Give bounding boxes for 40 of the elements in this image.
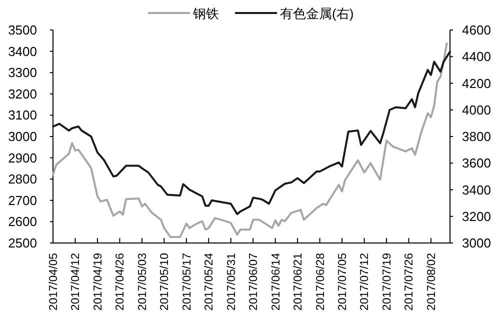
- y-tick-label: 2900: [8, 150, 37, 166]
- y-tick-label: 3000: [8, 129, 37, 144]
- y-tick-label: 3200: [8, 86, 37, 102]
- y2-tick-label: 4600: [462, 22, 491, 38]
- x-tick-label: 2017/08/02: [426, 253, 438, 311]
- y-tick-label: 3100: [8, 108, 37, 123]
- y2-tick-label: 4200: [462, 76, 491, 91]
- x-tick-label: 2017/05/17: [181, 253, 194, 311]
- x-tick-label: 2017/05/10: [159, 253, 172, 311]
- x-tick-label: 2017/05/03: [136, 253, 149, 311]
- y2-tick-label: 3400: [462, 182, 491, 198]
- x-tick-label: 2017/06/14: [270, 252, 282, 311]
- y-tick-label: 3400: [8, 44, 37, 59]
- x-tick-label: 2017/07/19: [381, 253, 394, 311]
- y-tick-label: 2600: [8, 214, 37, 230]
- legend-label: 钢铁: [192, 6, 219, 21]
- y-tick-label: 2500: [8, 236, 37, 250]
- y-tick-label: 3300: [8, 65, 37, 80]
- y2-tick-label: 4000: [462, 102, 491, 118]
- x-tick-label: 2017/05/31: [226, 253, 238, 311]
- x-tick-label: 2017/04/12: [70, 253, 82, 311]
- x-tick-label: 2017/07/26: [404, 253, 416, 311]
- x-tick-label: 2017/04/05: [48, 253, 60, 311]
- x-tick-label: 2017/05/24: [204, 252, 216, 311]
- legend-label: 有色金属(右): [280, 6, 354, 21]
- y2-tick-label: 3200: [462, 208, 491, 224]
- y2-tick-label: 3800: [462, 129, 491, 144]
- x-tick-label: 2017/07/12: [359, 253, 372, 311]
- y-tick-label: 3500: [8, 22, 37, 38]
- x-tick-label: 2017/04/19: [92, 253, 104, 311]
- x-tick-label: 2017/06/28: [314, 253, 327, 311]
- x-tick-label: 2017/04/26: [114, 253, 127, 311]
- x-tick-label: 2017/07/05: [337, 253, 350, 311]
- y2-tick-label: 3000: [462, 236, 491, 250]
- y-tick-label: 2800: [8, 172, 37, 187]
- y2-tick-label: 3600: [462, 156, 491, 171]
- y-tick-label: 2700: [8, 192, 37, 208]
- x-tick-label: 2017/06/07: [248, 253, 260, 311]
- y2-tick-label: 4400: [462, 49, 491, 64]
- x-tick-label: 2017/06/21: [292, 253, 305, 311]
